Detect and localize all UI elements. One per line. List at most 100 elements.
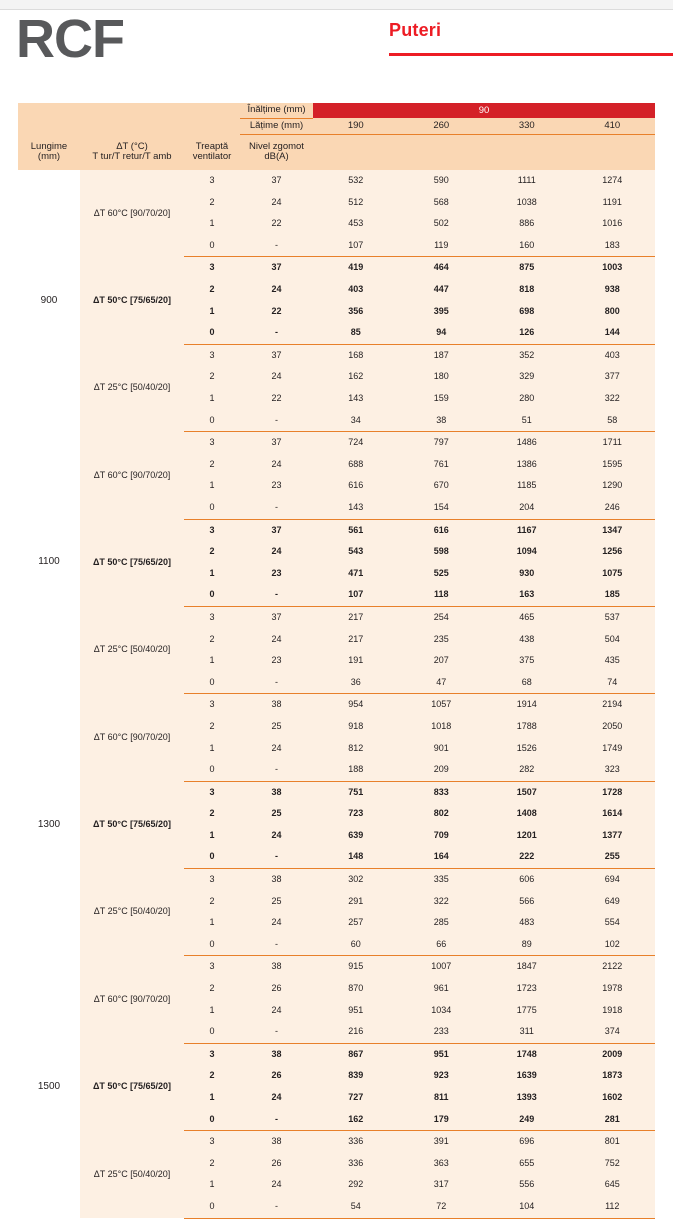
cell-power-330: 1386	[484, 453, 570, 476]
cell-power-190: 616	[313, 475, 399, 497]
title-underline-rule	[389, 53, 673, 56]
table-row: ΔT 50°C [75/65/20] 3 38 751 833 1507 1728	[18, 781, 656, 869]
cell-power-260: 317	[398, 1174, 484, 1196]
table-row: 0-148 164 222 255	[18, 846, 656, 870]
cell-fan-step: 1	[184, 912, 240, 934]
cell-noise-level: -	[240, 1195, 313, 1219]
cell-power-410: 1290	[569, 475, 656, 497]
table-row: 1 24 812 901 1526 1749	[18, 737, 656, 760]
cell-power-410: 1711	[569, 431, 656, 454]
cell-power-190: 356	[313, 300, 399, 323]
cell-fan-step: 0	[184, 496, 240, 520]
cell-power-410: 112	[569, 1195, 656, 1219]
cell-power-190: 954	[313, 693, 399, 716]
header-spacer-330	[484, 134, 570, 170]
cell-fan-step: 2	[184, 890, 240, 913]
cell-delta-t: ΔT 60°C [90/70/20]	[80, 955, 184, 1044]
cell-power-260: 159	[398, 387, 484, 410]
cell-noise-level: 24	[240, 999, 313, 1022]
cell-power-190: 107	[313, 584, 399, 607]
cell-fan-step: 3	[184, 256, 240, 279]
cell-noise-level: 24	[240, 453, 313, 476]
cell-fan-step: 1	[184, 1086, 240, 1109]
cell-power-330: 1748	[484, 1043, 570, 1066]
cell-noise-level: -	[240, 234, 313, 258]
cell-noise-level: 38	[240, 1043, 313, 1066]
cell-power-410: 554	[569, 912, 656, 934]
cell-fan-step: 3	[184, 693, 240, 716]
cell-power-330: 1507	[484, 781, 570, 804]
cell-noise-level: 22	[240, 387, 313, 410]
cell-power-330: 311	[484, 1021, 570, 1044]
cell-power-330: 556	[484, 1174, 570, 1196]
table-row: 2 24 512 568 1038 1191	[18, 191, 656, 214]
cell-power-190: 453	[313, 213, 399, 235]
table-row: ΔT 50°C [75/65/20] 3 38 867 951 1748 2009	[18, 1043, 656, 1131]
table-row: 1 23 616 670 1185 1290	[18, 475, 656, 497]
table-row: ΔT 50°C [75/65/20] 3 37 419 464 875 1003	[18, 256, 656, 345]
cell-power-410: 938	[569, 278, 656, 301]
cell-power-410: 281	[569, 1108, 656, 1132]
cell-power-330: 1486	[484, 431, 570, 454]
cell-fan-step: 0	[184, 671, 240, 695]
cell-noise-level: 26	[240, 1152, 313, 1175]
cell-noise-level: -	[240, 671, 313, 695]
cell-noise-level: 24	[240, 541, 313, 563]
header-spacer-step	[184, 103, 240, 118]
cell-fan-step: 0	[184, 933, 240, 957]
cell-power-410: 144	[569, 322, 656, 345]
table-row: 0-34 38 51 58	[18, 409, 656, 433]
cell-noise-level: 38	[240, 781, 313, 804]
cell-power-190: 36	[313, 671, 399, 695]
cell-delta-t: ΔT 50°C [75/65/20]	[80, 519, 184, 607]
cell-power-190: 915	[313, 955, 399, 978]
cell-power-260: 961	[398, 977, 484, 1000]
cell-power-330: 818	[484, 278, 570, 301]
cell-fan-step: 2	[184, 1152, 240, 1175]
cell-power-260: 179	[398, 1108, 484, 1132]
cell-fan-step: 2	[184, 977, 240, 1000]
cell-power-330: 875	[484, 256, 570, 279]
cell-power-330: 465	[484, 606, 570, 629]
cell-power-190: 54	[313, 1195, 399, 1219]
cell-power-260: 94	[398, 322, 484, 345]
cell-power-330: 655	[484, 1152, 570, 1175]
cell-noise-level: 38	[240, 955, 313, 978]
cell-power-330: 89	[484, 933, 570, 957]
cell-power-330: 104	[484, 1195, 570, 1219]
table-header: Înălțime (mm) 90 Lățime (mm) 190 260 330…	[18, 103, 656, 170]
cell-fan-step: 3	[184, 1043, 240, 1066]
table-row: 1500 ΔT 60°C [90/70/20] 3 38 915 1007 1847 2122	[18, 955, 656, 1218]
cell-noise-level: 24	[240, 737, 313, 760]
cell-power-330: 1038	[484, 191, 570, 214]
table-row: 0-107 119 160 183	[18, 234, 656, 258]
cell-noise-level: 24	[240, 824, 313, 847]
width-label: Lățime (mm)	[240, 118, 313, 135]
cell-power-330: 1393	[484, 1086, 570, 1109]
cell-fan-step: 0	[184, 322, 240, 345]
cell-power-260: 72	[398, 1195, 484, 1219]
cell-power-410: 800	[569, 300, 656, 323]
cell-fan-step: 1	[184, 300, 240, 323]
cell-fan-step: 0	[184, 234, 240, 258]
cell-power-260: 833	[398, 781, 484, 804]
cell-power-410: 183	[569, 234, 656, 258]
cell-fan-step: 1	[184, 213, 240, 235]
cell-fan-step: 1	[184, 999, 240, 1022]
cell-power-410: 2009	[569, 1043, 656, 1066]
cell-power-260: 254	[398, 606, 484, 629]
cell-fan-step: 3	[184, 431, 240, 454]
cell-power-190: 191	[313, 650, 399, 672]
cell-power-330: 886	[484, 213, 570, 235]
cell-power-330: 352	[484, 344, 570, 367]
cell-power-410: 752	[569, 1152, 656, 1175]
cell-power-410: 1191	[569, 191, 656, 214]
cell-power-410: 504	[569, 628, 656, 651]
cell-fan-step: 0	[184, 1108, 240, 1132]
cell-power-260: 923	[398, 1065, 484, 1087]
cell-noise-level: 37	[240, 606, 313, 629]
cell-delta-t: ΔT 25°C [50/40/20]	[80, 868, 184, 956]
cell-fan-step: 1	[184, 475, 240, 497]
noise-label-line1: Nivel zgomot	[249, 141, 304, 153]
length-label-line1: Lungime	[30, 141, 68, 153]
